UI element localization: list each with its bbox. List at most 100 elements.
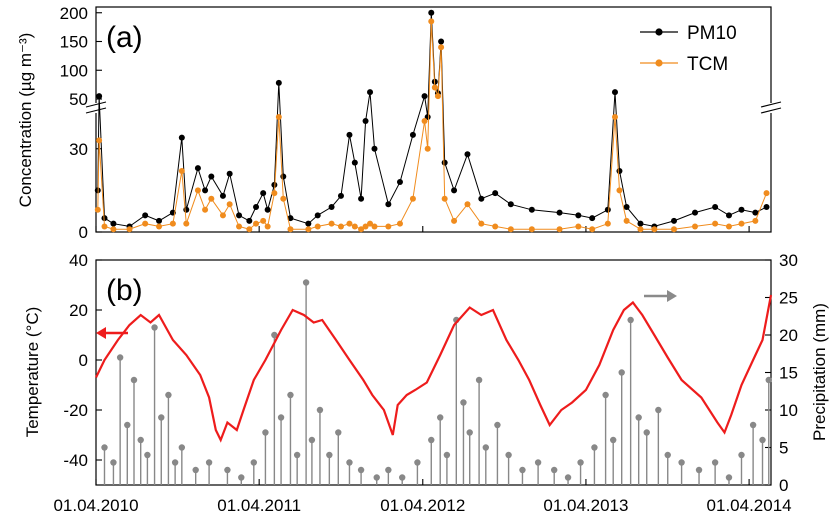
precipitation-point xyxy=(466,429,473,436)
precipitation-point xyxy=(316,406,324,414)
data-point-tcm xyxy=(110,226,117,233)
precipitation-point xyxy=(130,376,138,384)
xtick-label: 01.04.2014 xyxy=(707,496,792,515)
data-point-tcm xyxy=(246,226,253,233)
y2tick-label: 30 xyxy=(779,251,798,270)
panel-b-ylabel-right: Precipitation (mm) xyxy=(810,303,829,441)
data-point-tcm xyxy=(169,220,176,227)
data-point-pm10 xyxy=(616,167,623,174)
data-point-pm10 xyxy=(208,173,215,180)
data-point-tcm xyxy=(725,223,732,230)
precipitation-point xyxy=(618,369,625,376)
ytick-label: 150 xyxy=(60,33,88,52)
data-point-tcm xyxy=(156,223,163,230)
data-point-tcm xyxy=(362,223,369,230)
data-point-tcm xyxy=(651,226,658,233)
data-point-pm10 xyxy=(604,206,611,213)
precipitation-point xyxy=(749,421,757,429)
data-point-tcm xyxy=(101,223,108,230)
y2tick-label: 0 xyxy=(779,476,788,495)
legend-tcm-label: TCM xyxy=(687,54,728,75)
series-line-tcm xyxy=(97,21,767,230)
xtick-label: 01.04.2011 xyxy=(217,496,301,515)
precipitation-point xyxy=(428,436,435,444)
data-point-tcm xyxy=(409,195,416,202)
ytick-label: 30 xyxy=(69,140,88,159)
precipitation-point xyxy=(124,421,131,429)
data-point-pm10 xyxy=(589,215,596,222)
precipitation-point xyxy=(205,459,213,466)
data-point-tcm xyxy=(464,201,471,208)
y2tick-label: 15 xyxy=(779,364,798,383)
data-point-pm10 xyxy=(337,192,344,199)
precipitation-point xyxy=(158,414,165,421)
data-point-tcm xyxy=(424,145,431,152)
data-point-pm10 xyxy=(451,187,458,194)
precipitation-point xyxy=(627,316,634,324)
precipitation-point xyxy=(287,391,294,399)
precipitation-point xyxy=(610,436,617,444)
precipitation-point xyxy=(725,474,733,481)
data-point-tcm xyxy=(305,226,312,233)
data-point-tcm xyxy=(202,206,209,213)
precipitation-point xyxy=(293,451,301,459)
data-point-tcm xyxy=(604,220,611,227)
y2tick-label: 10 xyxy=(779,401,798,420)
data-point-tcm xyxy=(96,137,103,144)
data-point-tcm xyxy=(637,226,644,233)
data-point-tcm xyxy=(280,195,287,202)
data-point-pm10 xyxy=(236,212,243,219)
precipitation-point xyxy=(482,444,490,451)
data-point-tcm xyxy=(271,190,278,197)
axis-break-slash xyxy=(760,107,782,114)
legend-tcm-marker xyxy=(655,59,663,67)
data-point-pm10 xyxy=(670,217,677,224)
precipitation-point xyxy=(664,451,671,459)
data-point-tcm xyxy=(752,217,759,224)
panel-a: (a) Concentration (µg m⁻³) 0 30 50 100 150 20… xyxy=(16,4,782,242)
data-point-tcm xyxy=(712,220,719,227)
panel-a-label: (a) xyxy=(106,21,143,54)
y2tick-label: 5 xyxy=(779,439,788,458)
data-point-tcm xyxy=(314,223,321,230)
precipitation-point xyxy=(414,459,421,466)
data-point-pm10 xyxy=(183,206,190,213)
precipitation-point xyxy=(271,331,278,339)
data-point-pm10 xyxy=(142,212,149,219)
data-point-pm10 xyxy=(752,209,759,216)
xtick-label: 01.04.2012 xyxy=(380,496,465,515)
data-point-tcm xyxy=(441,195,448,202)
ytick-label: -20 xyxy=(63,401,88,420)
data-point-pm10 xyxy=(219,192,226,199)
precipitation-point xyxy=(759,436,766,444)
data-point-pm10 xyxy=(253,204,260,211)
precipitation-point xyxy=(564,474,572,481)
precipitation-point xyxy=(110,459,117,466)
data-point-tcm xyxy=(371,223,378,230)
panel-a-frame xyxy=(95,6,772,233)
xtick-label: 01.04.2010 xyxy=(53,496,138,515)
data-point-tcm xyxy=(287,226,294,233)
data-point-pm10 xyxy=(280,173,287,180)
data-point-pm10 xyxy=(575,212,582,219)
ytick-label: -40 xyxy=(63,451,88,470)
data-point-tcm xyxy=(507,226,514,233)
precipitation-point xyxy=(144,451,151,459)
panel-b-ticks: -40 -20 0 20 40 0 5 10 15 20 25 30 01.04.2010 01.04.2… xyxy=(53,251,797,515)
data-point-tcm xyxy=(328,220,335,227)
legend-pm10-label: PM10 xyxy=(687,23,737,44)
data-point-tcm xyxy=(670,226,677,233)
panel-b-ylabel-left: Temperature (°C) xyxy=(23,307,42,438)
precipitation-point xyxy=(443,451,451,459)
data-point-pm10 xyxy=(441,159,448,166)
precipitation-point xyxy=(385,466,392,474)
data-point-pm10 xyxy=(464,151,471,158)
data-point-pm10 xyxy=(178,134,185,141)
y2tick-label: 20 xyxy=(779,326,798,345)
data-point-tcm xyxy=(528,226,535,233)
precipitation-point xyxy=(171,459,179,466)
xtick-label: 01.04.2013 xyxy=(543,496,628,515)
panel-a-ticks: 0 30 50 100 150 200 xyxy=(60,4,750,242)
data-point-pm10 xyxy=(226,170,233,177)
precipitation-point xyxy=(437,414,444,421)
